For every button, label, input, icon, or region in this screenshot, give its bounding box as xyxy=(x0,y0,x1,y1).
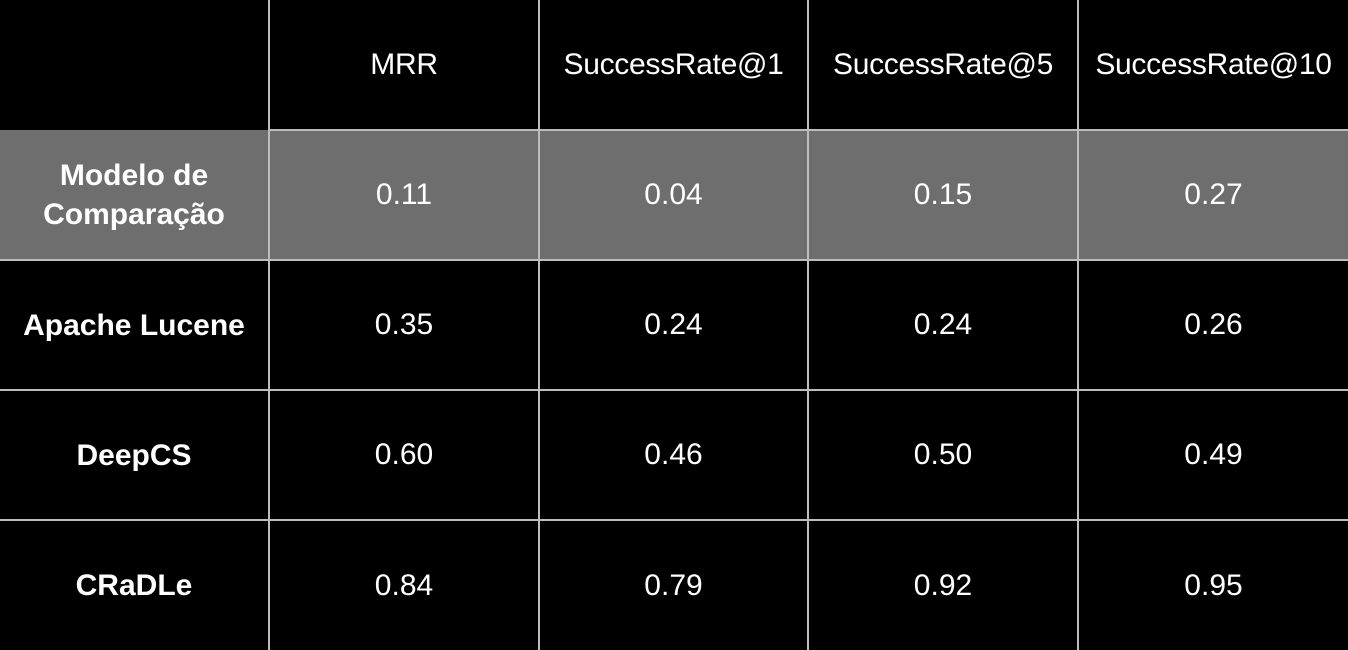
table-cell: 0.95 xyxy=(1077,519,1348,650)
table-cell: 0.50 xyxy=(807,389,1079,521)
table-row-deepcs: DeepCS 0.60 0.46 0.50 0.49 xyxy=(0,389,1348,521)
table-cell: 0.15 xyxy=(807,129,1079,261)
table-cell: 0.24 xyxy=(538,259,809,391)
table-cell: 0.24 xyxy=(807,259,1079,391)
table-cell: 0.84 xyxy=(268,519,540,650)
table-cell: 0.46 xyxy=(538,389,809,521)
table-cell: 0.49 xyxy=(1077,389,1348,521)
corner-cell xyxy=(0,0,270,130)
table-cell: 0.27 xyxy=(1077,129,1348,261)
row-header: CRaDLe xyxy=(0,519,270,650)
column-header-successrate-1: SuccessRate@1 xyxy=(538,0,809,130)
table-cell: 0.79 xyxy=(538,519,809,650)
row-header: Modelo de Comparação xyxy=(0,130,270,261)
table-row-cradle: CRaDLe 0.84 0.79 0.92 0.95 xyxy=(0,519,1348,650)
table-cell: 0.92 xyxy=(807,519,1079,650)
table-cell: 0.35 xyxy=(268,259,540,391)
row-header: Apache Lucene xyxy=(0,259,270,391)
table-cell: 0.04 xyxy=(538,129,809,261)
table-cell: 0.11 xyxy=(268,129,540,261)
table-row-apache-lucene: Apache Lucene 0.35 0.24 0.24 0.26 xyxy=(0,259,1348,391)
column-header-mrr: MRR xyxy=(268,0,540,130)
header-row: MRR SuccessRate@1 SuccessRate@5 SuccessR… xyxy=(0,0,1348,130)
column-header-successrate-5: SuccessRate@5 xyxy=(807,0,1079,130)
table-row-modelo-de-comparacao: Modelo de Comparação 0.11 0.04 0.15 0.27 xyxy=(0,129,1348,261)
table-cell: 0.26 xyxy=(1077,259,1348,391)
row-header: DeepCS xyxy=(0,389,270,521)
column-header-successrate-10: SuccessRate@10 xyxy=(1077,0,1348,130)
table-cell: 0.60 xyxy=(268,389,540,521)
